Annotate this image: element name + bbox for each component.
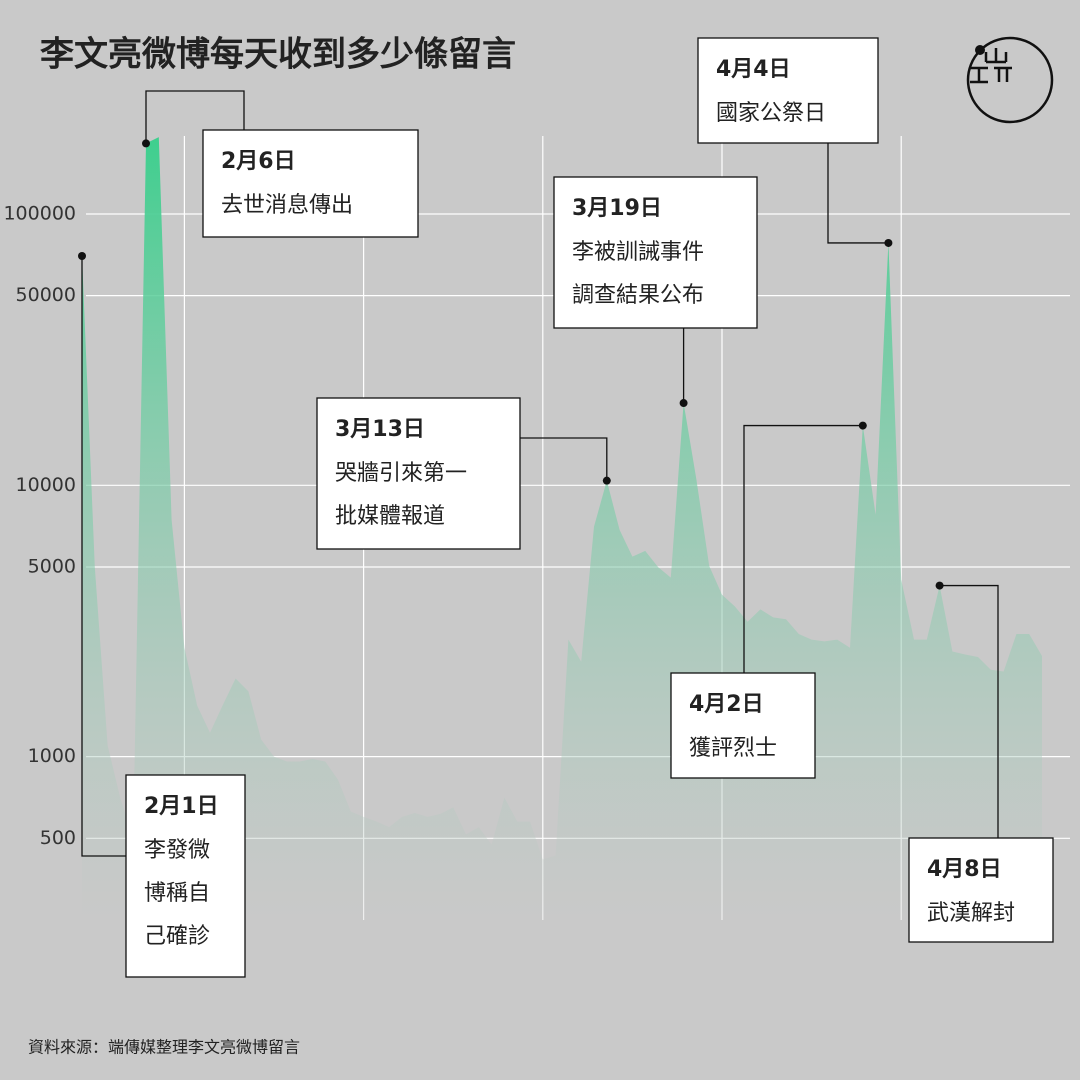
connector	[81, 256, 126, 857]
annotation-date: 4月2日	[689, 692, 764, 717]
connector	[939, 584, 999, 838]
y-tick-label: 500	[40, 827, 76, 849]
chart-title: 李文亮微博每天收到多少條留言	[40, 35, 516, 75]
annotation-dot	[142, 139, 150, 148]
annotation-date: 4月8日	[927, 857, 1002, 882]
annotation-text: 博稱自	[144, 881, 210, 906]
annotation-text: 哭牆引來第一	[335, 461, 467, 486]
annotation-box	[125, 774, 246, 978]
annotation-date: 3月13日	[335, 417, 425, 442]
annotation-date: 2月6日	[221, 149, 296, 174]
annotation-text: 批媒體報道	[335, 504, 445, 529]
annotation-dot	[858, 421, 867, 430]
y-tick-label: 5000	[28, 555, 76, 577]
connector	[743, 424, 863, 673]
annotation-text: 武漢解封	[927, 901, 1015, 926]
annotation-dot	[602, 476, 611, 485]
connector	[827, 143, 889, 244]
annotation-box	[202, 129, 419, 238]
connector	[145, 90, 245, 144]
y-tick-label: 1000	[28, 745, 76, 767]
annotation-box	[670, 672, 816, 779]
annotation-date: 3月19日	[572, 196, 662, 221]
y-tick-label: 100000	[3, 202, 76, 224]
annotation-text: 己確診	[144, 924, 210, 949]
connector	[520, 437, 608, 481]
annotation-date: 4月4日	[716, 57, 791, 82]
annotation-text: 李發微	[144, 838, 210, 863]
annotation-dot	[935, 581, 944, 590]
source: 資料來源：端傳媒整理李文亮微博留言	[28, 1038, 300, 1057]
annotation-box	[697, 37, 879, 144]
annotation-box	[908, 837, 1054, 943]
annotation-dot	[679, 399, 688, 408]
annotation-text: 調查結果公布	[572, 283, 704, 308]
annotation-text: 獲評烈士	[689, 736, 777, 761]
annotation-text: 國家公祭日	[716, 101, 826, 126]
annotation-text: 去世消息傳出	[221, 193, 353, 218]
y-tick-label: 50000	[16, 284, 76, 306]
annotation-dot	[884, 238, 893, 247]
annotation-box	[553, 176, 758, 329]
annotation-text: 李被訓誡事件	[572, 240, 704, 265]
logo	[966, 36, 1054, 124]
annotation-box	[316, 397, 521, 550]
annotation-date: 2月1日	[144, 794, 219, 819]
annotation-dot	[78, 252, 86, 261]
y-tick-label: 10000	[16, 474, 76, 496]
